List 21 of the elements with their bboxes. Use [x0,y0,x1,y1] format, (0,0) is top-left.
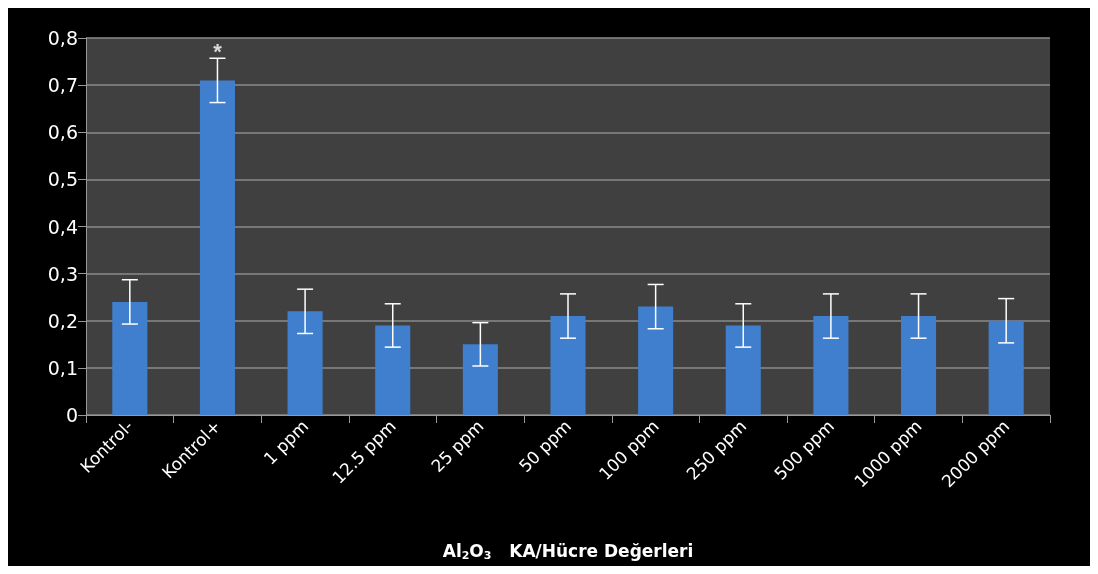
bar [550,316,586,415]
bar [199,80,235,415]
y-tick-label: 0,4 [47,215,78,238]
bar [112,301,148,415]
bar [813,316,849,415]
bar [638,306,674,415]
bar [462,344,498,415]
y-tick-label: 0,2 [47,309,78,332]
bar [988,320,1024,415]
bar [287,311,323,415]
y-tick-label: 0,1 [47,356,78,379]
y-tick-label: 0,6 [47,121,78,144]
annotation: * [213,38,223,64]
y-tick-label: 0 [65,404,78,426]
y-tick-label: 0,8 [47,27,78,49]
bar [375,325,411,415]
bar [725,325,761,415]
y-tick-label: 0,3 [47,262,78,285]
bar [901,316,937,415]
y-tick-label: 0,7 [47,74,78,97]
y-tick-label: 0,5 [47,168,78,191]
